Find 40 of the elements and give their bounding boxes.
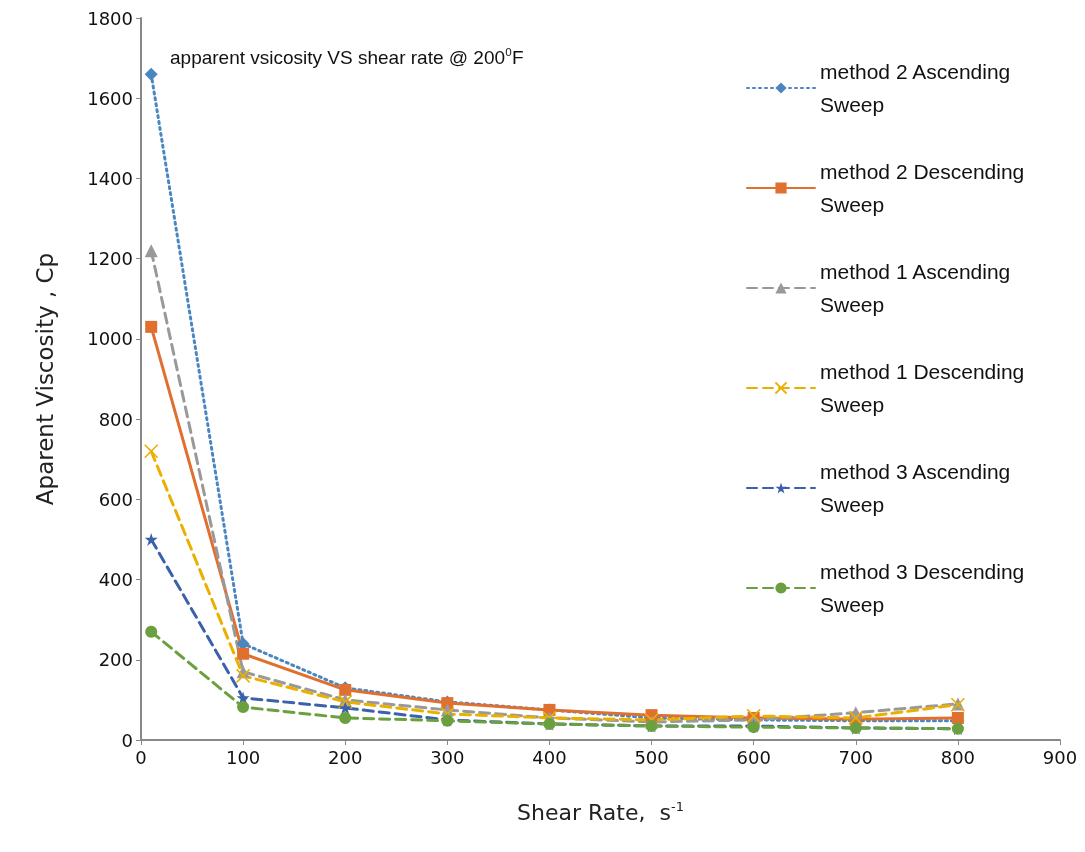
- y-tick-label: 1200: [87, 248, 133, 270]
- point: [237, 647, 250, 660]
- y-tick-label: 1400: [87, 167, 133, 189]
- y-tick-label: 400: [98, 569, 133, 591]
- x-tick-label: 200: [328, 746, 363, 768]
- y-tick-label: 800: [98, 408, 133, 430]
- x-tick-label: 800: [940, 746, 976, 768]
- y-tick-label: 1000: [87, 328, 133, 350]
- point: [235, 668, 251, 684]
- point: [144, 244, 158, 258]
- point: [145, 625, 158, 638]
- x-tick-label: 0: [135, 746, 147, 768]
- x-tick-label: 900: [1042, 746, 1078, 768]
- legend-label: method 1 Ascending Sweep: [820, 260, 1017, 316]
- x-tick-label: 400: [532, 746, 567, 768]
- x-tick-label: 600: [736, 746, 771, 768]
- point: [339, 711, 352, 724]
- x-tick-label: 300: [430, 746, 465, 768]
- x-tick-label: 700: [838, 746, 873, 768]
- point: [144, 532, 158, 546]
- y-tick-label: 0: [121, 729, 133, 751]
- legend-label: method 2 Descending Sweep: [820, 160, 1031, 216]
- point: [145, 320, 158, 333]
- y-tick-label: 1600: [87, 87, 133, 109]
- y-tick-label: 1800: [87, 7, 133, 29]
- x-tick-label: 100: [225, 746, 261, 768]
- y-axis-title: Aparent Viscosity , Cp: [31, 252, 58, 506]
- y-tick-label: 600: [98, 488, 133, 510]
- legend-label: method 1 Descending Sweep: [820, 360, 1031, 416]
- point: [143, 443, 159, 459]
- legend-label: method 2 Ascending Sweep: [820, 60, 1017, 116]
- legend-label: method 3 Descending Sweep: [820, 560, 1031, 616]
- legend-label: method 3 Ascending Sweep: [820, 460, 1017, 516]
- point: [338, 701, 352, 715]
- point: [951, 711, 964, 724]
- point: [237, 701, 250, 714]
- y-tick-label: 200: [98, 649, 133, 671]
- point: [440, 706, 455, 722]
- point: [144, 67, 158, 81]
- x-tick-label: 500: [634, 746, 669, 768]
